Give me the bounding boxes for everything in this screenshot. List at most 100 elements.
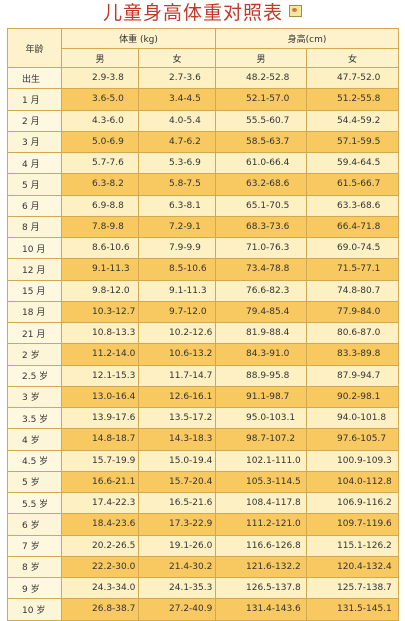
weight-female-cell: 15.0-19.4 xyxy=(138,449,216,472)
age-cell: 2 岁 xyxy=(7,343,62,366)
height-male-cell: 126.5-137.8 xyxy=(215,576,307,600)
weight-male-cell: 5.0-6.9 xyxy=(61,130,139,154)
table-row: 4.5 岁 15.7-19.9 15.0-19.4 102.1-111.0 100.9-… xyxy=(7,449,399,472)
weight-female-cell: 15.7-20.4 xyxy=(138,470,216,494)
age-cell: 7 岁 xyxy=(7,534,62,557)
height-female-cell: 87.9-94.7 xyxy=(306,364,399,387)
table-row: 3.5 岁 13.9-17.6 13.5-17.2 95.0-103.1 94.0-10… xyxy=(7,406,399,430)
height-female-cell: 106.9-116.2 xyxy=(306,491,399,515)
page-title: 儿童身高体重对照表 xyxy=(102,2,283,24)
weight-male-cell: 15.7-19.9 xyxy=(61,449,139,472)
age-cell: 18 月 xyxy=(7,300,62,324)
image-icon xyxy=(289,5,302,17)
height-female-cell: 90.2-98.1 xyxy=(306,385,399,409)
table-row: 3 月 5.0-6.9 4.7-6.2 58.5-63.7 57.1-59.5 xyxy=(7,130,399,154)
age-cell: 12 月 xyxy=(7,258,62,281)
height-male-cell: 95.0-103.1 xyxy=(215,406,307,430)
height-male-cell: 102.1-111.0 xyxy=(215,449,307,472)
height-male-header: 男 xyxy=(215,48,307,68)
height-female-cell: 115.1-126.2 xyxy=(306,534,399,557)
table-row: 6 岁 18.4-23.6 17.3-22.9 111.2-121.0 109.7-11… xyxy=(7,513,399,536)
height-male-cell: 111.2-121.0 xyxy=(215,513,307,536)
table-body: 出生 2.9-3.8 2.7-3.6 48.2-52.8 47.7-52.0 1 月 3.6… xyxy=(7,66,399,621)
table-row: 12 月 9.1-11.3 8.5-10.6 73.4-78.8 71.5-77.1 xyxy=(7,258,399,281)
table-row: 15 月 9.8-12.0 9.1-11.3 76.6-82.3 74.8-80.7 xyxy=(7,279,399,302)
weight-male-cell: 9.8-12.0 xyxy=(61,279,139,302)
height-male-cell: 88.9-95.8 xyxy=(215,364,307,387)
height-female-cell: 94.0-101.8 xyxy=(306,406,399,430)
age-cell: 5 岁 xyxy=(7,470,62,494)
height-male-cell: 81.9-88.4 xyxy=(215,321,307,345)
weight-female-cell: 9.1-11.3 xyxy=(138,279,216,302)
table-row: 8 岁 22.2-30.0 21.4-30.2 121.6-132.2 120.4-13… xyxy=(7,555,399,579)
age-header: 年龄 xyxy=(7,28,62,68)
age-cell: 5 月 xyxy=(7,173,62,196)
height-female-cell: 63.3-68.6 xyxy=(306,194,399,217)
weight-female-cell: 19.1-26.0 xyxy=(138,534,216,557)
weight-female-cell: 11.7-14.7 xyxy=(138,364,216,387)
table-row: 2 月 4.3-6.0 4.0-5.4 55.5-60.7 54.4-59.2 xyxy=(7,109,399,132)
weight-male-cell: 9.1-11.3 xyxy=(61,258,139,281)
weight-male-cell: 20.2-26.5 xyxy=(61,534,139,557)
height-female-cell: 74.8-80.7 xyxy=(306,279,399,302)
height-male-cell: 68.3-73.6 xyxy=(215,215,307,239)
age-cell: 8 岁 xyxy=(7,555,62,579)
height-female-cell: 61.5-66.7 xyxy=(306,173,399,196)
weight-male-cell: 16.6-21.1 xyxy=(61,470,139,494)
height-female-header: 女 xyxy=(306,48,399,68)
weight-female-cell: 8.5-10.6 xyxy=(138,258,216,281)
age-cell: 出生 xyxy=(7,66,62,90)
weight-male-cell: 13.9-17.6 xyxy=(61,406,139,430)
table-row: 6 月 6.9-8.8 6.3-8.1 65.1-70.5 63.3-68.6 xyxy=(7,194,399,217)
height-female-cell: 69.0-74.5 xyxy=(306,236,399,260)
weight-male-cell: 26.8-38.7 xyxy=(61,598,139,621)
table-row: 10 月 8.6-10.6 7.9-9.9 71.0-76.3 69.0-74.5 xyxy=(7,236,399,260)
height-female-cell: 54.4-59.2 xyxy=(306,109,399,132)
weight-female-cell: 7.9-9.9 xyxy=(138,236,216,260)
weight-male-cell: 6.3-8.2 xyxy=(61,173,139,196)
age-cell: 6 岁 xyxy=(7,513,62,536)
weight-female-cell: 21.4-30.2 xyxy=(138,555,216,579)
height-male-cell: 55.5-60.7 xyxy=(215,109,307,132)
age-cell: 2.5 岁 xyxy=(7,364,62,387)
weight-female-cell: 9.7-12.0 xyxy=(138,300,216,324)
age-cell: 10 月 xyxy=(7,236,62,260)
age-cell: 21 月 xyxy=(7,321,62,345)
weight-male-cell: 24.3-34.0 xyxy=(61,576,139,600)
weight-male-cell: 11.2-14.0 xyxy=(61,343,139,366)
age-cell: 6 月 xyxy=(7,194,62,217)
height-male-cell: 63.2-68.6 xyxy=(215,173,307,196)
table-row: 出生 2.9-3.8 2.7-3.6 48.2-52.8 47.7-52.0 xyxy=(7,66,399,90)
height-female-cell: 66.4-71.8 xyxy=(306,215,399,239)
weight-female-cell: 3.4-4.5 xyxy=(138,88,216,111)
weight-male-cell: 22.2-30.0 xyxy=(61,555,139,579)
table-row: 2.5 岁 12.1-15.3 11.7-14.7 88.9-95.8 87.9-94.… xyxy=(7,364,399,387)
height-female-cell: 97.6-105.7 xyxy=(306,428,399,451)
weight-female-cell: 13.5-17.2 xyxy=(138,406,216,430)
weight-male-cell: 12.1-15.3 xyxy=(61,364,139,387)
height-female-cell: 59.4-64.5 xyxy=(306,151,399,175)
weight-male-cell: 8.6-10.6 xyxy=(61,236,139,260)
table-row: 2 岁 11.2-14.0 10.6-13.2 84.3-91.0 83.3-89.8 xyxy=(7,343,399,366)
height-female-cell: 51.2-55.8 xyxy=(306,88,399,111)
height-female-cell: 71.5-77.1 xyxy=(306,258,399,281)
weight-female-cell: 12.6-16.1 xyxy=(138,385,216,409)
table-row: 8 月 7.8-9.8 7.2-9.1 68.3-73.6 66.4-71.8 xyxy=(7,215,399,239)
weight-female-cell: 10.6-13.2 xyxy=(138,343,216,366)
table-row: 5.5 岁 17.4-22.3 16.5-21.6 108.4-117.8 106.9-… xyxy=(7,491,399,515)
height-female-cell: 57.1-59.5 xyxy=(306,130,399,154)
weight-female-cell: 6.3-8.1 xyxy=(138,194,216,217)
height-male-cell: 76.6-82.3 xyxy=(215,279,307,302)
height-male-cell: 52.1-57.0 xyxy=(215,88,307,111)
weight-male-cell: 14.8-18.7 xyxy=(61,428,139,451)
weight-male-cell: 17.4-22.3 xyxy=(61,491,139,515)
title-bar: 儿童身高体重对照表 xyxy=(0,0,405,26)
age-cell: 10 岁 xyxy=(7,598,62,621)
age-cell: 3 岁 xyxy=(7,385,62,409)
table-row: 18 月 10.3-12.7 9.7-12.0 79.4-85.4 77.9-84.0 xyxy=(7,300,399,324)
weight-female-cell: 2.7-3.6 xyxy=(138,66,216,90)
weight-female-cell: 10.2-12.6 xyxy=(138,321,216,345)
table-row: 1 月 3.6-5.0 3.4-4.5 52.1-57.0 51.2-55.8 xyxy=(7,88,399,111)
table-row: 7 岁 20.2-26.5 19.1-26.0 116.6-126.8 115.1-12… xyxy=(7,534,399,557)
weight-male-cell: 5.7-7.6 xyxy=(61,151,139,175)
